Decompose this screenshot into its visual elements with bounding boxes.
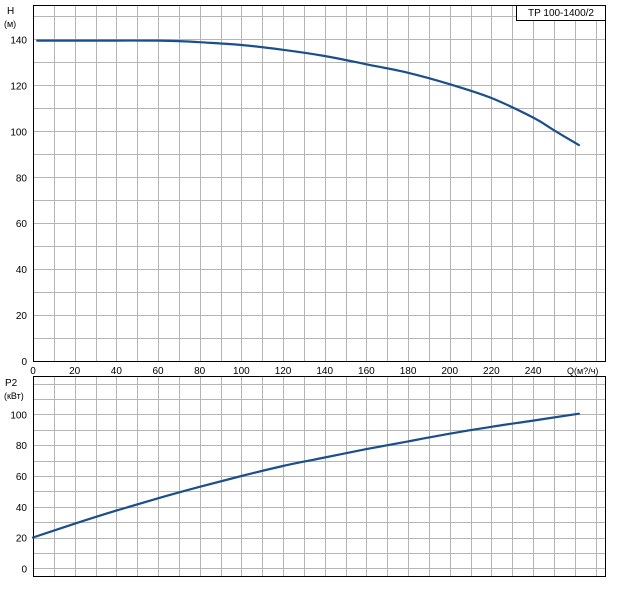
y-tick-label: 60 [16,219,28,230]
x-tick-label: 240 [525,366,542,377]
x-tick-label: 120 [275,366,292,377]
y-tick-label: 0 [21,564,27,575]
x-tick-label: 80 [194,366,206,377]
head-x-axis-label: Q(м?/ч) [567,366,598,376]
power-y-axis-unit: (кВт) [4,391,24,401]
x-tick-label: 100 [233,366,250,377]
x-tick-label: 160 [358,366,375,377]
power-curve-chart: 0 20 40 60 80 100 P2 (кВт) [4,376,606,577]
x-tick-label: 40 [111,366,123,377]
x-tick-label: 0 [30,366,36,377]
y-tick-label: 120 [10,81,27,92]
y-tick-label: 100 [10,410,27,421]
power-y-tick-labels: 0 20 40 60 80 100 [10,410,27,575]
head-y-tick-labels: 0 20 40 60 80 100 120 140 [10,35,27,368]
x-tick-label: 60 [152,366,164,377]
model-label-box [516,5,606,21]
y-tick-label: 20 [16,534,28,545]
y-tick-label: 60 [16,472,28,483]
head-plot-frame [33,5,606,362]
y-tick-label: 20 [16,311,28,322]
head-curve-chart: 0 20 40 60 80 100 120 140 160 180 200 220 240 0 20 40 6… [4,5,606,377]
y-tick-label: 80 [16,441,28,452]
head-y-axis-label: H [7,6,14,17]
head-series-line [36,39,580,147]
y-tick-label: 40 [16,265,28,276]
power-plot-frame [33,376,606,577]
x-tick-label: 180 [400,366,417,377]
y-tick-label: 100 [10,127,27,138]
x-tick-label: 220 [483,366,500,377]
y-tick-label: 0 [21,357,27,368]
head-y-axis-unit: (м) [4,19,16,29]
y-tick-label: 140 [10,35,27,46]
chart-title: TP 100-1400/2 [528,8,594,19]
y-tick-label: 80 [16,173,28,184]
head-x-tick-labels: 0 20 40 60 80 100 120 140 160 180 200 220 240 [30,366,542,377]
y-tick-label: 40 [16,503,28,514]
power-y-axis-label: P2 [5,378,18,389]
head-gridlines [33,5,606,361]
x-tick-label: 140 [316,366,333,377]
power-series-line [31,412,580,539]
x-tick-label: 20 [69,366,81,377]
power-gridlines [33,376,606,576]
x-tick-label: 200 [441,366,458,377]
